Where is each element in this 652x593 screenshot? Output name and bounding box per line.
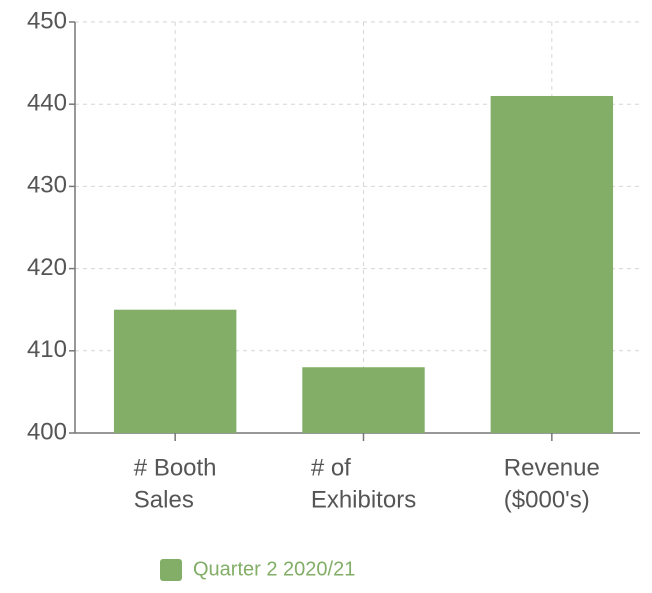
- x-tick-label-line: Revenue: [504, 454, 600, 481]
- y-tick-label: 400: [27, 418, 67, 445]
- x-tick-label: Revenue ($000's): [504, 454, 600, 513]
- y-tick-label: 420: [27, 254, 67, 281]
- x-tick-label-line: Sales: [134, 486, 194, 513]
- x-tick-label: # of Exhibitors: [311, 454, 416, 513]
- y-tick-label: 440: [27, 90, 67, 117]
- y-tick-label: 450: [27, 7, 67, 34]
- y-tick-label: 430: [27, 172, 67, 199]
- legend-swatch: [160, 559, 182, 581]
- bar: [113, 309, 237, 433]
- x-tick-label: # Booth Sales: [134, 454, 217, 513]
- legend-label: Quarter 2 2020/21: [193, 558, 355, 580]
- bar: [490, 95, 614, 433]
- legend: Quarter 2 2020/21: [160, 558, 355, 581]
- x-tick-label-line: ($000's): [504, 486, 590, 513]
- y-tick-label: 410: [27, 336, 67, 363]
- x-tick-label-line: # Booth: [134, 454, 217, 481]
- x-tick-label-line: # of: [311, 454, 351, 481]
- x-tick-label-line: Exhibitors: [311, 486, 416, 513]
- bar: [302, 367, 425, 433]
